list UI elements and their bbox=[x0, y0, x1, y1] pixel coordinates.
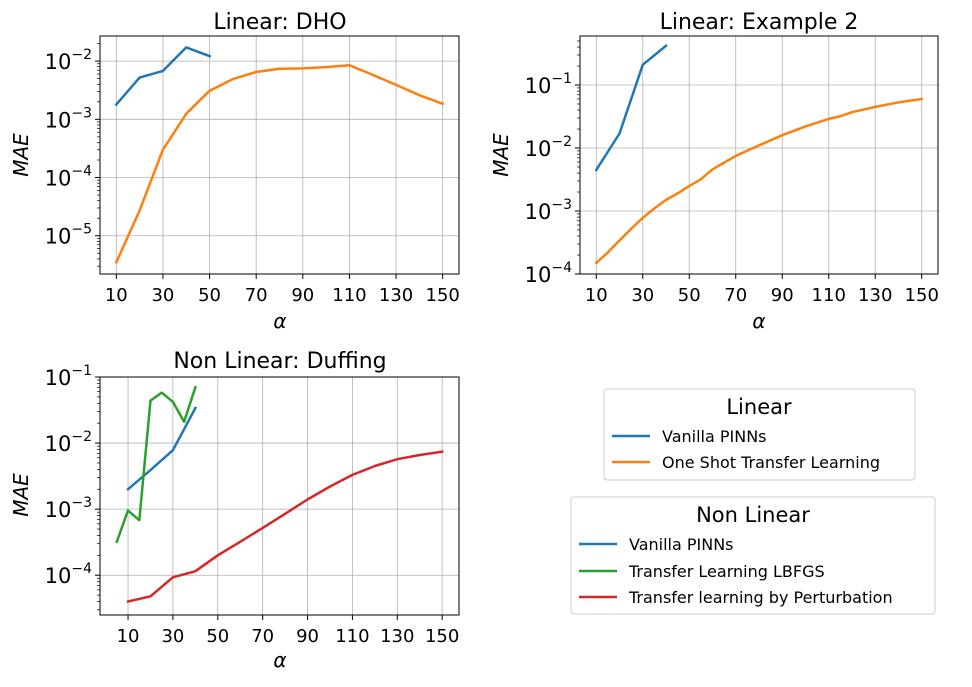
grid bbox=[100, 376, 459, 615]
legend-entry: Vanilla PINNs bbox=[612, 427, 767, 446]
y-tick-label: 10−4 bbox=[525, 260, 572, 287]
x-tick-label: 30 bbox=[161, 626, 184, 647]
y-tick-label: 10−3 bbox=[45, 495, 92, 522]
plot-area bbox=[115, 385, 444, 603]
y-tick-label: 10−2 bbox=[45, 47, 92, 74]
x-tick-label: 10 bbox=[585, 285, 608, 306]
series-line-transfer-learning-by-perturbation bbox=[126, 450, 444, 603]
y-tick-label: 10−2 bbox=[45, 429, 92, 456]
x-tick-label: 150 bbox=[425, 626, 459, 647]
axes-frame bbox=[579, 35, 939, 275]
legend-entry: One Shot Transfer Learning bbox=[612, 453, 880, 472]
subplot-non-linear-duffing: Non Linear: Duffing 10 30 50 70 90 110 130 1501… bbox=[9, 349, 460, 672]
x-axis-label: α bbox=[273, 648, 286, 672]
series-line-vanilla-pinns bbox=[126, 406, 198, 492]
x-tick-label: 90 bbox=[291, 285, 314, 306]
plot-area bbox=[114, 46, 445, 264]
y-tick-label: 10−1 bbox=[525, 71, 572, 98]
legend-label: Vanilla PINNs bbox=[662, 427, 767, 446]
tick-marks: 10 30 50 70 90 110 130 150 10−4 10−3 10−2 10−1 bbox=[45, 363, 460, 647]
series-line-one-shot-transfer-learning bbox=[594, 97, 924, 265]
y-axis-label: MAE bbox=[489, 133, 513, 177]
x-tick-label: 50 bbox=[206, 626, 229, 647]
x-tick-label: 130 bbox=[379, 285, 413, 306]
axes-frame bbox=[99, 376, 460, 616]
chart-title: Linear: Example 2 bbox=[660, 10, 859, 35]
x-tick-label: 50 bbox=[198, 285, 221, 306]
plot-area bbox=[594, 44, 924, 265]
x-tick-label: 110 bbox=[332, 285, 366, 306]
x-tick-label: 10 bbox=[117, 626, 140, 647]
x-tick-label: 30 bbox=[151, 285, 174, 306]
tick-marks: 10 30 50 70 90 110 130 150 10−4 10−3 10−2 10−1 bbox=[525, 40, 939, 306]
x-tick-label: 70 bbox=[724, 285, 747, 306]
x-tick-label: 130 bbox=[858, 285, 892, 306]
y-tick-label: 10−2 bbox=[525, 134, 572, 161]
chart-title: Linear: DHO bbox=[213, 10, 346, 35]
x-axis-label: α bbox=[752, 309, 765, 333]
legend-label: One Shot Transfer Learning bbox=[662, 453, 880, 472]
axes-frame bbox=[99, 35, 460, 275]
x-tick-label: 70 bbox=[251, 626, 274, 647]
y-axis-label: MAE bbox=[9, 473, 33, 517]
grid bbox=[580, 36, 938, 275]
tick-marks: 10 30 50 70 90 110 130 150 10−5 10−4 10−3 10−2 bbox=[45, 43, 460, 306]
legend-linear: Linear Vanilla PINNs One Shot Transfer L… bbox=[603, 388, 916, 481]
x-tick-label: 110 bbox=[812, 285, 846, 306]
chart-title: Non Linear: Duffing bbox=[173, 349, 386, 374]
y-tick-label: 10−1 bbox=[45, 363, 92, 390]
grid bbox=[100, 36, 459, 274]
x-tick-label: 50 bbox=[678, 285, 701, 306]
subplot-linear-example-2: Linear: Example 2 10 30 50 70 90 110 130 150 10−… bbox=[489, 10, 939, 333]
x-axis-label: α bbox=[273, 309, 286, 333]
x-tick-label: 150 bbox=[426, 285, 460, 306]
y-tick-label: 10−3 bbox=[45, 105, 92, 132]
legend-entry: Transfer Learning LBFGS bbox=[579, 562, 825, 581]
x-tick-label: 10 bbox=[105, 285, 128, 306]
legend-label: Vanilla PINNs bbox=[629, 535, 734, 554]
legend-frame bbox=[603, 388, 916, 481]
y-tick-label: 10−3 bbox=[525, 197, 572, 224]
series-line-vanilla-pinns bbox=[594, 44, 668, 172]
legend-title: Linear bbox=[726, 395, 792, 419]
y-tick-label: 10−4 bbox=[45, 561, 92, 588]
y-tick-label: 10−5 bbox=[45, 222, 92, 249]
x-tick-label: 150 bbox=[905, 285, 939, 306]
legend-entry: Transfer learning by Perturbation bbox=[579, 588, 893, 607]
legend-frame bbox=[570, 496, 936, 615]
x-tick-label: 70 bbox=[245, 285, 268, 306]
series-line-vanilla-pinns bbox=[114, 46, 212, 107]
x-tick-label: 130 bbox=[380, 626, 414, 647]
series-line-one-shot-transfer-learning bbox=[114, 63, 445, 264]
x-tick-label: 110 bbox=[335, 626, 369, 647]
x-tick-label: 90 bbox=[771, 285, 794, 306]
x-tick-label: 90 bbox=[296, 626, 319, 647]
legend-entry: Vanilla PINNs bbox=[579, 535, 734, 554]
legend-label: Transfer Learning LBFGS bbox=[628, 562, 825, 581]
legend-non-linear: Non Linear Vanilla PINNs Transfer Learni… bbox=[570, 496, 936, 615]
subplot-linear-dho: Linear: DHO 10 30 50 70 90 110 130 15010−510−41… bbox=[9, 10, 460, 333]
y-tick-label: 10−4 bbox=[45, 164, 92, 191]
legend-label: Transfer learning by Perturbation bbox=[628, 588, 893, 607]
legend-title: Non Linear bbox=[696, 503, 810, 527]
x-tick-label: 30 bbox=[631, 285, 654, 306]
series-line-transfer-learning-lbfgs bbox=[115, 385, 197, 544]
y-axis-label: MAE bbox=[9, 133, 33, 177]
